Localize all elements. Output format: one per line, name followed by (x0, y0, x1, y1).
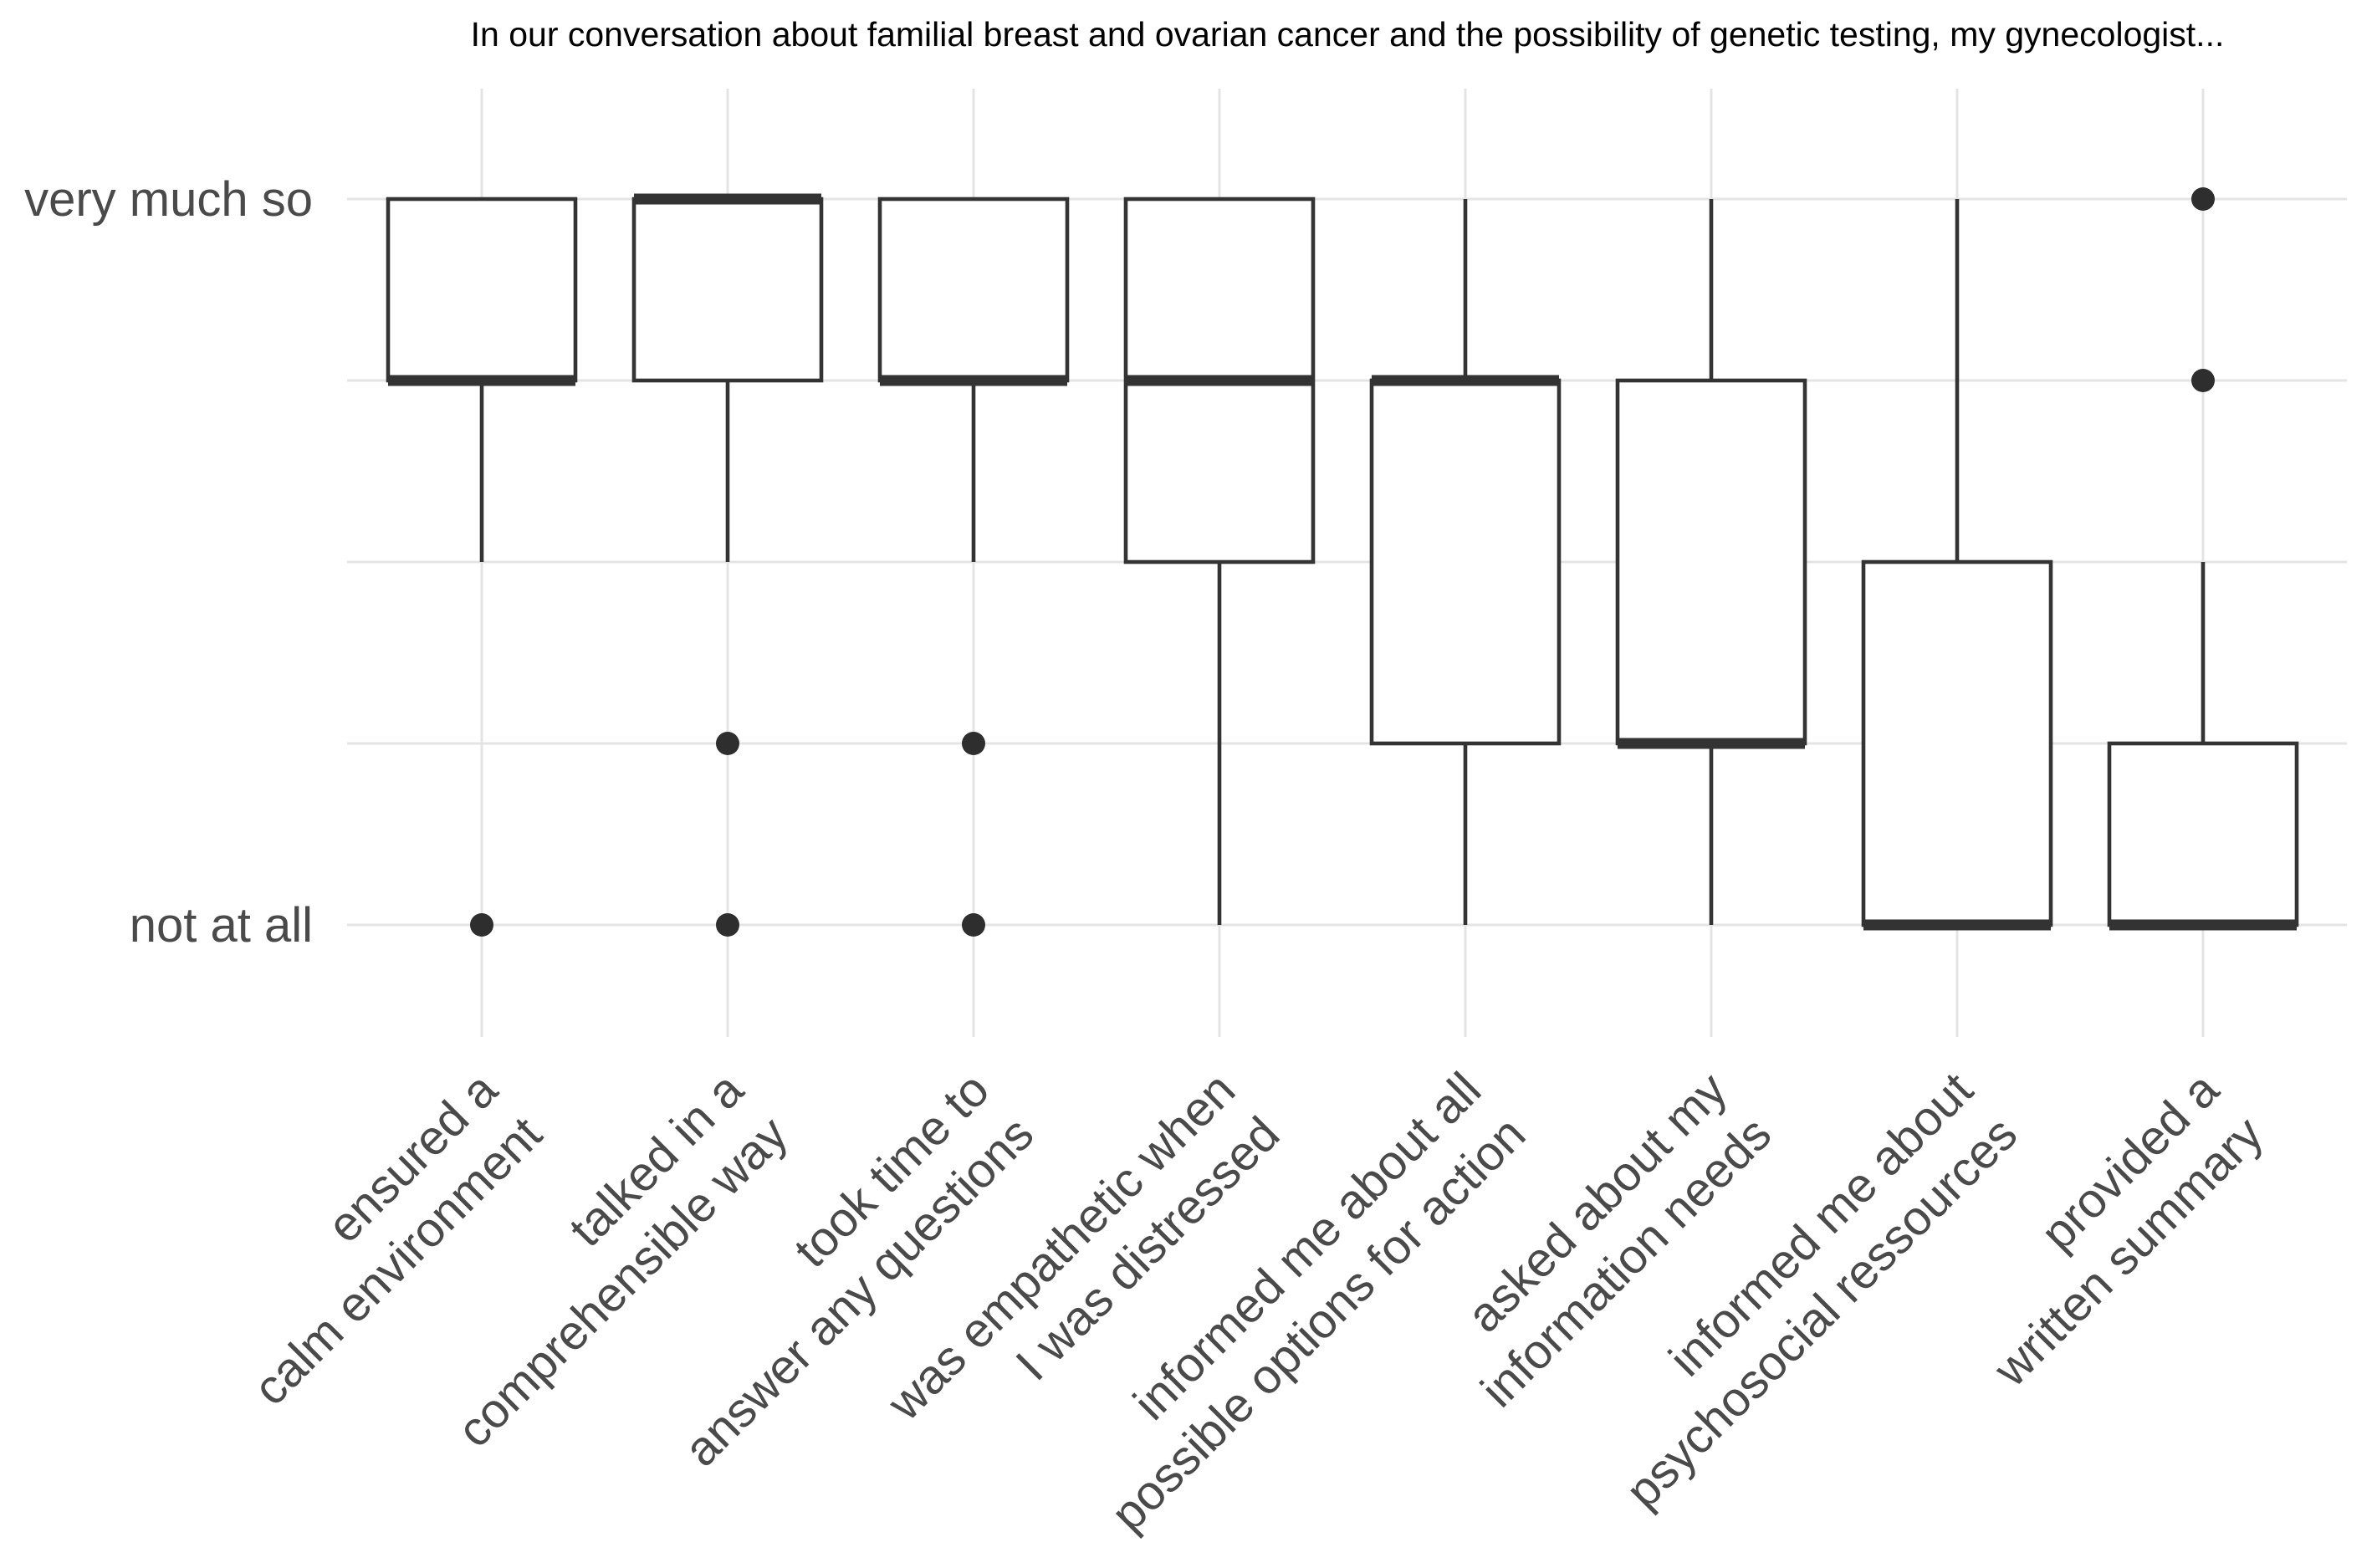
outlier-dot (962, 913, 985, 937)
box (386, 197, 578, 383)
outlier-dot (962, 732, 985, 755)
box (1615, 378, 1807, 746)
outlier-dot (470, 913, 493, 937)
outlier-dot (2191, 369, 2215, 392)
outlier-dot (716, 732, 739, 755)
y-tick-label: not at all (130, 898, 313, 953)
x-tick-label: ensured acalm environment (199, 1062, 553, 1416)
y-tick-label: very much so (24, 172, 313, 227)
outlier-dot (716, 913, 739, 937)
x-tick-label: asked about myinformation needs (1426, 1062, 1781, 1417)
box (1369, 378, 1562, 746)
chart-title: In our conversation about familial breas… (470, 15, 2225, 54)
box (1861, 559, 2053, 927)
outlier-dot (2191, 187, 2215, 211)
box (631, 197, 824, 383)
box (877, 197, 1070, 383)
box (2107, 741, 2299, 927)
